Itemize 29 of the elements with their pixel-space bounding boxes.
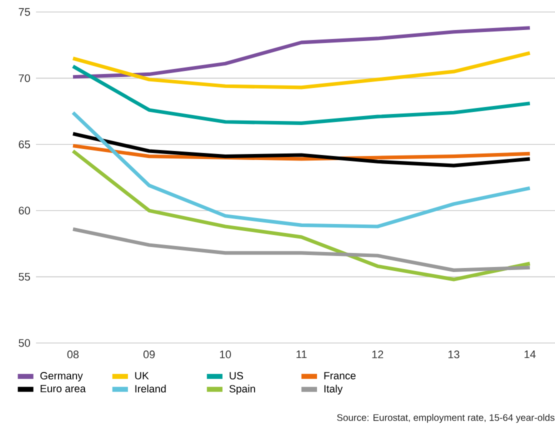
legend-label: Euro area (40, 384, 86, 392)
line-series (71, 110, 532, 228)
x-tick-label: 10 (220, 350, 231, 358)
y-tick-label: 60 (18, 206, 30, 214)
x-tick-label: 12 (372, 350, 384, 358)
source-note: Source: Eurostat, employment rate, 15-64 year-olds (337, 414, 554, 423)
line-series (71, 51, 532, 90)
line-series (71, 227, 532, 272)
line-series (71, 132, 532, 168)
x-tick-label: 11 (296, 350, 307, 358)
y-tick-label: 55 (18, 272, 30, 281)
x-tick-label: 14 (524, 350, 536, 358)
line-series (71, 64, 532, 126)
legend-label: Italy (324, 384, 343, 395)
y-tick-label: 75 (18, 8, 30, 16)
legend-label: Ireland (135, 384, 166, 392)
legend-label: Germany (40, 372, 83, 382)
y-tick-label: 50 (18, 339, 30, 347)
y-tick-label: 70 (18, 74, 30, 82)
legend-label: Spain (229, 384, 256, 395)
y-tick-label: 65 (18, 140, 30, 148)
x-tick-label: 08 (67, 350, 79, 358)
line-series (71, 26, 532, 79)
legend-label: US (230, 372, 244, 380)
x-tick-label: 09 (143, 350, 155, 358)
line-series (71, 149, 532, 282)
legend-label: UK (135, 372, 149, 380)
x-tick-label: 13 (448, 350, 460, 358)
legend-label: France (324, 372, 356, 380)
